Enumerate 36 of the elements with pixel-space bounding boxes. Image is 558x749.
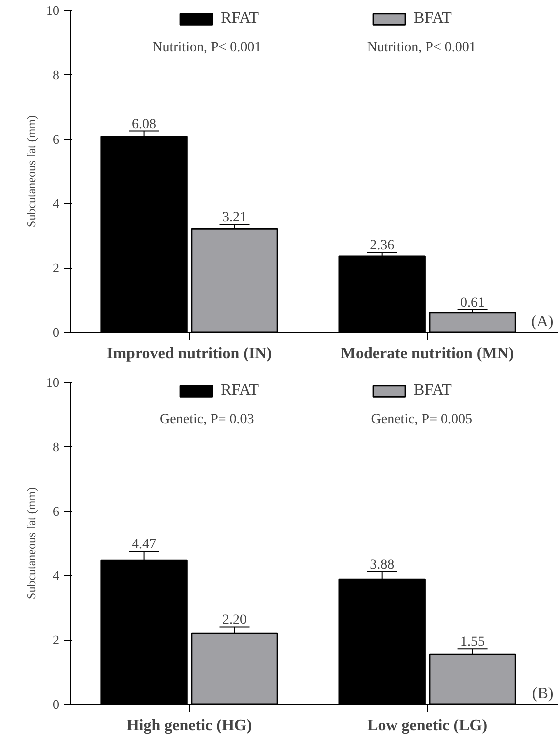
data-label: 3.88	[370, 558, 395, 573]
y-tick-label: 8	[53, 439, 60, 454]
legend-label: BFAT	[414, 10, 452, 28]
x-tick-label: High genetic (HG)	[126, 718, 252, 734]
y-tick-label: 4	[53, 196, 60, 212]
y-tick-label: 4	[53, 568, 60, 584]
x-tick-label: Moderate nutrition (MN)	[340, 346, 514, 362]
legend-label: RFAT	[221, 10, 259, 28]
data-label: 0.61	[460, 296, 486, 311]
annotation: Nutrition, P< 0.001	[152, 40, 262, 56]
data-label: 2.36	[370, 238, 395, 254]
data-label: 3.21	[222, 210, 248, 226]
y-axis-title: Subcutaneous fat (mm)	[24, 116, 38, 228]
legend-label: RFAT	[221, 382, 259, 400]
annotation: Genetic, P= 0.005	[371, 412, 472, 428]
y-tick-label: 6	[53, 504, 60, 519]
annotation: Genetic, P= 0.03	[160, 412, 254, 428]
legend-label: BFAT	[414, 382, 452, 400]
y-axis-title: Subcutaneous fat (mm)	[24, 488, 38, 600]
y-tick-label: 0	[53, 697, 60, 712]
data-label: 1.55	[460, 635, 486, 650]
y-tick-label: 0	[53, 325, 60, 340]
data-label: 2.20	[222, 613, 248, 628]
y-tick-label: 10	[46, 375, 60, 390]
y-tick-label: 10	[46, 3, 60, 18]
annotation: (A)	[532, 314, 554, 330]
annotation: Nutrition, P< 0.001	[367, 40, 476, 56]
y-tick-label: 2	[53, 632, 60, 648]
data-label: 6.08	[132, 117, 157, 132]
annotation: (B)	[532, 686, 554, 702]
x-tick-label: Low genetic (LG)	[368, 718, 488, 734]
x-tick-label: Improved nutrition (IN)	[107, 346, 272, 362]
y-tick-label: 2	[53, 260, 60, 276]
data-label: 4.47	[132, 538, 157, 553]
y-tick-label: 6	[53, 132, 60, 147]
y-tick-label: 8	[53, 67, 60, 82]
